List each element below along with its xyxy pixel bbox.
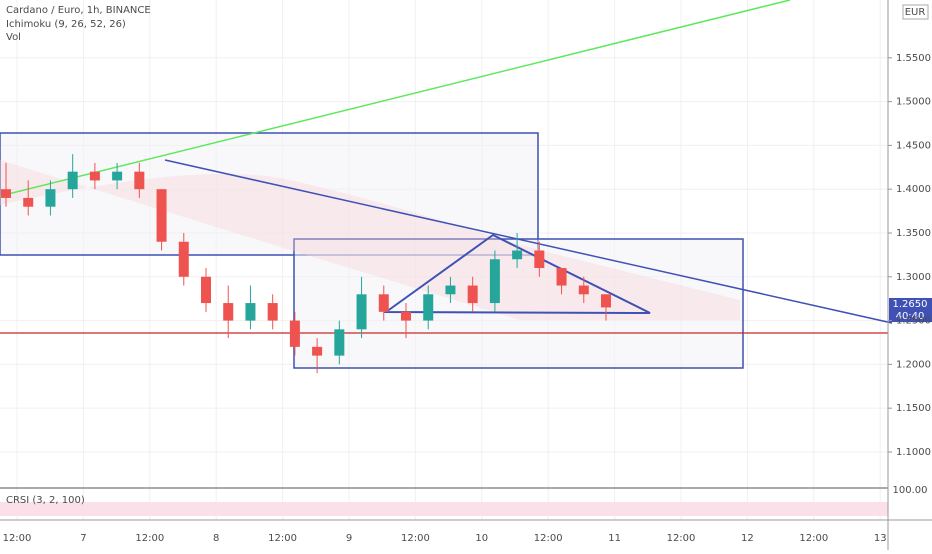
x-tick-label: 10 — [475, 533, 488, 544]
y-tick-label: 1.5500 — [896, 53, 931, 64]
candle-body — [156, 189, 167, 242]
y-tick-label: 1.3500 — [896, 228, 931, 239]
candle-body — [223, 303, 234, 321]
indicator-label: Vol — [6, 32, 21, 43]
symbol-title: Cardano / Euro, 1h, BINANCE — [6, 5, 151, 16]
y-tick-label: 1.2500 — [896, 316, 931, 327]
candle-body — [578, 285, 589, 295]
x-tick-label: 13 — [874, 533, 887, 544]
currency: EUR — [905, 7, 926, 18]
candle-body — [67, 171, 78, 190]
x-tick-label: 12:00 — [135, 533, 164, 544]
x-tick-label: 12:00 — [667, 533, 696, 544]
candle-body — [45, 189, 56, 207]
ichimoku-cloud — [0, 160, 740, 320]
candle-body — [178, 241, 189, 277]
candle-body — [601, 294, 611, 308]
trend-line — [0, 0, 791, 197]
y-tick-label: 1.4500 — [896, 140, 931, 151]
crsi-label: CRSI (3, 2, 100) — [6, 495, 85, 506]
y-tick-label: 1.3000 — [896, 272, 931, 283]
y-tick-label: 1.1000 — [896, 447, 931, 458]
candle-body — [534, 250, 545, 269]
candle-body — [201, 276, 211, 304]
candle-body — [378, 294, 389, 312]
currency-box[interactable] — [902, 4, 929, 20]
price-tag-price: 1.2650 — [893, 299, 928, 310]
rect-drawing — [0, 132, 539, 256]
indicator-label: Ichimoku (9, 26, 52, 26) — [6, 19, 126, 30]
x-tick-label: 12:00 — [401, 533, 430, 544]
candle-body — [89, 171, 100, 181]
crsi-band — [0, 502, 888, 516]
candle-body — [445, 285, 456, 295]
candle-body — [334, 329, 345, 356]
y-tick-label: 1.4000 — [896, 184, 931, 195]
candle-body — [489, 259, 500, 304]
y-tick-label: 1.1500 — [896, 403, 931, 414]
candle-body — [289, 320, 300, 347]
price-tag — [889, 298, 932, 322]
x-tick-label: 12:00 — [268, 533, 297, 544]
x-tick-label: 7 — [80, 533, 86, 544]
candle-body — [423, 294, 434, 321]
rect-drawing — [293, 238, 744, 369]
price-tag-countdown: 40:40 — [896, 311, 925, 322]
triangle-drawing — [382, 233, 651, 314]
candle-body — [1, 189, 11, 198]
crsi-tick: 100.00 — [893, 485, 928, 496]
candle-body — [556, 268, 567, 286]
y-tick-label: 1.5000 — [896, 97, 931, 108]
x-tick-label: 12:00 — [534, 533, 563, 544]
candle-body — [134, 171, 145, 190]
x-tick-label: 9 — [346, 533, 352, 544]
x-tick-label: 12:00 — [799, 533, 828, 544]
x-tick-label: 12 — [741, 533, 754, 544]
x-tick-label: 11 — [608, 533, 621, 544]
candle-body — [245, 303, 256, 321]
candle-body — [467, 285, 478, 304]
candle-body — [512, 250, 523, 260]
candle-body — [267, 303, 278, 321]
candle-body — [356, 294, 367, 330]
y-tick-label: 1.2000 — [896, 359, 931, 370]
trend-line — [164, 159, 893, 324]
candle-body — [23, 197, 34, 207]
candle-body — [112, 171, 123, 181]
candle-body — [401, 311, 411, 321]
candle-body — [312, 346, 323, 356]
x-tick-label: 12:00 — [3, 533, 32, 544]
x-tick-label: 8 — [213, 533, 219, 544]
